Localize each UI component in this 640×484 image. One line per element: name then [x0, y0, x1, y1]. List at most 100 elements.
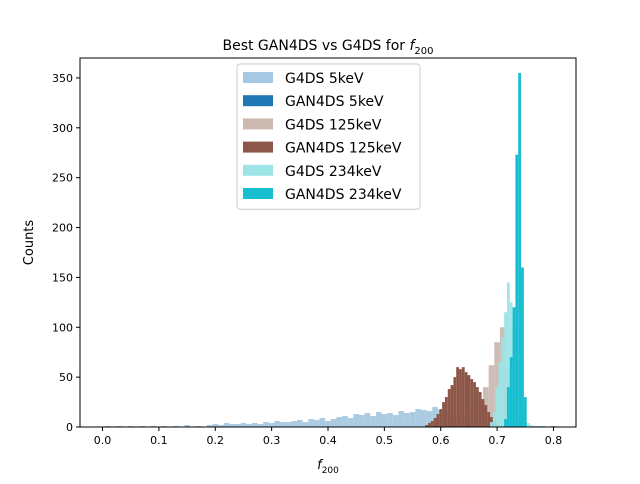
histogram-bar	[359, 415, 365, 427]
histogram-bar	[375, 412, 382, 427]
histogram-bar	[381, 414, 388, 427]
histogram-bar	[494, 342, 500, 427]
histogram-bar	[442, 402, 445, 427]
x-tick-label: 0.7	[488, 434, 506, 447]
histogram-bar	[370, 416, 376, 427]
histogram-bar	[498, 362, 502, 427]
histogram-bar	[473, 382, 476, 427]
x-axis: 0.0 0.1 0.2 0.3 0.4 0.5 0.6 0.7 0.8	[94, 427, 562, 447]
histogram-bar	[398, 411, 405, 427]
legend-swatch	[243, 141, 273, 153]
y-tick-label: 0	[66, 421, 73, 434]
y-axis-label: Counts	[22, 220, 37, 266]
histogram-bar	[484, 405, 488, 427]
x-tick-label: 0.8	[545, 434, 563, 447]
y-tick-label: 200	[52, 222, 73, 235]
legend-swatch	[243, 95, 273, 107]
histogram-bar	[353, 414, 359, 427]
histogram-bar	[268, 423, 275, 427]
histogram-bar	[521, 267, 524, 427]
y-axis: 0 50 100 150 200 250 300 350	[52, 72, 80, 434]
histogram-bar	[229, 424, 235, 427]
histogram-bar	[246, 424, 252, 427]
histogram-bar	[421, 410, 427, 427]
x-tick-label: 0.2	[207, 434, 225, 447]
legend-swatch	[243, 164, 273, 176]
histogram-bar	[526, 423, 530, 427]
histogram-bar	[450, 385, 454, 427]
histogram-bar	[392, 415, 399, 427]
chart-title-math-subscript: 200	[414, 46, 433, 57]
y-tick-label: 300	[52, 122, 73, 135]
histogram-bar	[475, 387, 479, 427]
histogram-bar	[280, 422, 286, 427]
x-tick-label: 0.6	[432, 434, 450, 447]
histogram-bar	[461, 367, 465, 427]
legend-label: GAN4DS 5keV	[285, 94, 384, 110]
histogram-bar	[218, 425, 224, 427]
histogram-bar	[319, 418, 326, 427]
x-tick-label: 0.1	[150, 434, 168, 447]
histogram-bar	[285, 422, 292, 427]
histogram-bar	[428, 423, 431, 427]
x-tick-label: 0.5	[376, 434, 394, 447]
legend-swatch	[243, 188, 273, 199]
histogram-bar	[336, 417, 343, 427]
legend-label: GAN4DS 125keV	[285, 141, 402, 157]
legend-box	[236, 63, 421, 210]
x-axis-label-symbol: f	[317, 458, 324, 473]
histogram-bar	[436, 414, 440, 427]
histogram-bar	[509, 357, 513, 427]
chart-title: Best GAN4DS vs G4DS for f200	[222, 38, 433, 57]
histogram-bar	[453, 377, 457, 427]
histogram-bar	[504, 312, 507, 427]
histogram-bar	[456, 367, 460, 427]
legend: G4DS 5keV GAN4DS 5keV G4DS 125keV GAN4DS 12…	[236, 63, 421, 210]
histogram-bar	[404, 413, 410, 427]
histogram-bar	[235, 424, 241, 427]
histogram-bar	[529, 425, 533, 427]
histogram-bar	[501, 337, 505, 427]
histogram-bar	[459, 369, 462, 427]
histogram-bar	[447, 389, 451, 427]
legend-swatch	[243, 118, 273, 130]
histogram-bar	[432, 407, 438, 427]
histogram-bar	[325, 421, 331, 427]
histogram-bar	[490, 422, 493, 427]
histogram-bar	[487, 412, 491, 427]
histogram-bar	[274, 421, 281, 427]
histogram-bar	[302, 422, 309, 427]
histogram-bar	[504, 419, 507, 427]
histogram-bar	[523, 397, 527, 427]
histogram-bar	[251, 423, 258, 427]
histogram-bar	[297, 420, 303, 427]
legend-label: G4DS 125keV	[285, 117, 382, 133]
histogram-bar	[347, 418, 354, 427]
histogram-bar	[439, 409, 443, 427]
histogram-bar	[415, 409, 421, 427]
chart-title-text: Best GAN4DS vs G4DS for	[222, 38, 409, 54]
histogram-bar	[467, 375, 471, 427]
histogram-bar	[387, 413, 393, 427]
legend-label: G4DS 234keV	[285, 164, 382, 180]
legend-label: G4DS 5keV	[285, 71, 364, 87]
x-axis-label-subscript: 200	[322, 466, 339, 476]
histogram-bar	[518, 72, 522, 428]
histogram-bar	[291, 421, 297, 427]
histogram-bar	[223, 423, 230, 427]
histogram-bar	[492, 412, 496, 427]
histogram-bar	[464, 372, 468, 427]
y-tick-label: 150	[52, 271, 73, 284]
histogram-bar	[478, 392, 482, 427]
histogram-bar	[495, 387, 499, 427]
y-tick-label: 100	[52, 321, 73, 334]
histogram-bar	[481, 399, 485, 427]
legend-label: GAN4DS 234keV	[285, 187, 402, 203]
histogram-bar	[409, 412, 416, 427]
chart-title-math-symbol: f	[409, 38, 416, 54]
histogram-bar	[364, 413, 371, 427]
histogram-bar	[488, 365, 495, 427]
y-tick-label: 250	[52, 172, 73, 185]
